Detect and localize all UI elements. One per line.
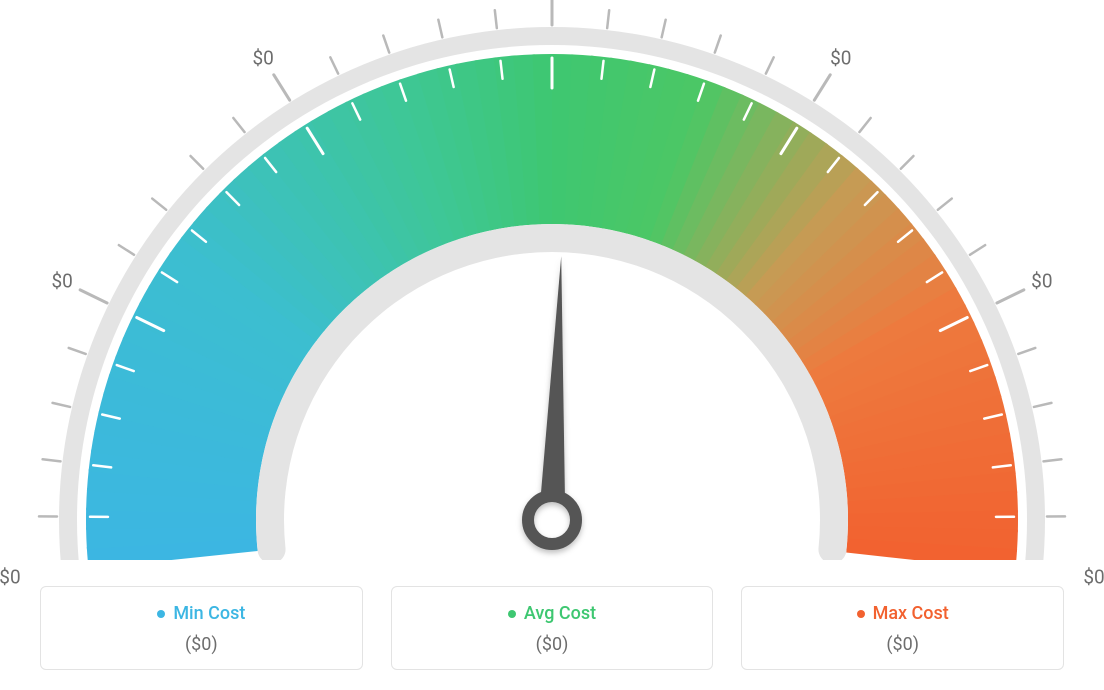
legend-title-avg: Avg Cost xyxy=(508,603,596,624)
gauge-tick-label: $0 xyxy=(1031,270,1052,293)
legend-label-avg: Avg Cost xyxy=(524,603,596,624)
legend-dot-avg xyxy=(508,610,516,618)
legend-value-avg: ($0) xyxy=(392,634,713,655)
legend-value-max: ($0) xyxy=(742,634,1063,655)
legend-value-min: ($0) xyxy=(41,634,362,655)
legend-dot-min xyxy=(157,610,165,618)
legend-card-min: Min Cost ($0) xyxy=(40,586,363,671)
gauge-tick-label: $0 xyxy=(51,270,72,293)
legend-title-min: Min Cost xyxy=(157,603,245,624)
legend-card-max: Max Cost ($0) xyxy=(741,586,1064,671)
legend-row: Min Cost ($0) Avg Cost ($0) Max Cost ($0… xyxy=(0,586,1104,690)
gauge-chart: $0$0$0$0$0$0$0 xyxy=(0,0,1104,560)
legend-dot-max xyxy=(857,610,865,618)
gauge-svg xyxy=(0,0,1104,560)
legend-card-avg: Avg Cost ($0) xyxy=(391,586,714,671)
legend-label-min: Min Cost xyxy=(173,603,245,624)
gauge-tick-label: $0 xyxy=(830,46,851,69)
legend-title-max: Max Cost xyxy=(857,603,949,624)
gauge-tick-label: $0 xyxy=(253,46,274,69)
legend-label-max: Max Cost xyxy=(873,603,949,624)
